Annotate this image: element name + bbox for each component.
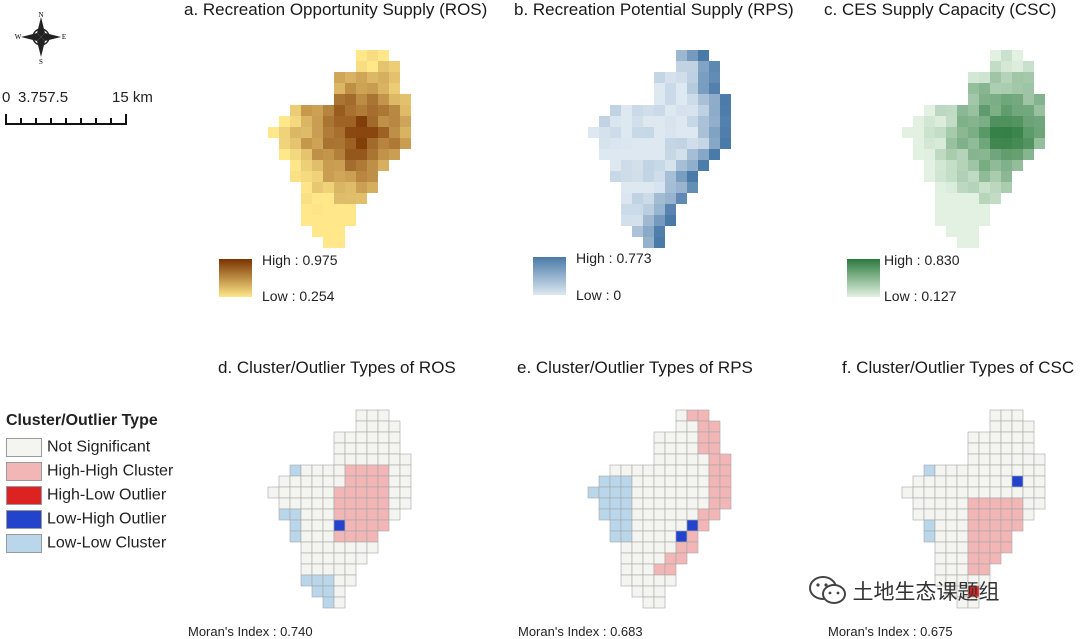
cluster-legend-item: Low-Low Cluster (6, 534, 206, 553)
map-ros (268, 50, 411, 248)
cluster-legend: Cluster/Outlier Type Not Significant High… (6, 412, 206, 553)
watermark-text: 土地生态课题组 (852, 580, 1000, 604)
legend-rps-low: Low : 0 (576, 287, 622, 303)
moran-rps: Moran's Index : 0.683 (518, 624, 643, 639)
scale-bar (4, 112, 128, 128)
legend-csc-ramp (847, 259, 880, 297)
legend-csc-low: Low : 0.127 (884, 288, 957, 304)
map-rps (588, 50, 731, 248)
legend-ros-low: Low : 0.254 (262, 288, 335, 304)
map-cluster-rps (587, 409, 732, 609)
cluster-legend-title: Cluster/Outlier Type (6, 412, 158, 429)
legend-ros-high: High : 0.975 (262, 252, 338, 268)
panel-f-title: f. Cluster/Outlier Types of CSC (842, 358, 1075, 377)
cluster-legend-label: Low-High Outlier (47, 510, 167, 528)
north-arrow: N S E W (12, 8, 70, 66)
cluster-legend-item: Not Significant (6, 438, 206, 457)
cluster-legend-swatch (6, 486, 42, 505)
cluster-legend-label: High-High Cluster (47, 462, 174, 480)
compass-n: N (38, 11, 43, 19)
wechat-icon (809, 576, 846, 604)
map-cluster-csc (901, 409, 1046, 609)
legend-csc-high: High : 0.830 (884, 252, 960, 268)
cluster-legend-swatch (6, 534, 42, 553)
legend-rps-high: High : 0.773 (576, 250, 652, 266)
legend-ros-ramp (219, 259, 252, 297)
cluster-legend-swatch (6, 438, 42, 457)
moran-csc: Moran's Index : 0.675 (828, 624, 953, 639)
legend-rps-ramp (533, 257, 566, 295)
cluster-legend-item: High-Low Outlier (6, 486, 206, 505)
cluster-legend-label: Not Significant (47, 438, 151, 456)
cluster-legend-swatch (6, 510, 42, 529)
scale-label-end: 15 km (112, 89, 153, 106)
watermark: 土地生态课题组 (808, 574, 999, 608)
panel-d-title: d. Cluster/Outlier Types of ROS (218, 358, 456, 377)
cluster-legend-label: Low-Low Cluster (47, 534, 167, 552)
cluster-legend-label: High-Low Outlier (47, 486, 167, 504)
cluster-legend-swatch (6, 462, 42, 481)
moran-ros: Moran's Index : 0.740 (188, 624, 313, 639)
panel-c-title: c. CES Supply Capacity (CSC) (824, 0, 1057, 19)
scale-label-0: 0 (2, 89, 11, 106)
compass-icon: N S E W (15, 11, 66, 66)
map-cluster-ros (267, 409, 412, 609)
panel-e-title: e. Cluster/Outlier Types of RPS (517, 358, 753, 377)
compass-e: E (62, 33, 66, 41)
panel-b-title: b. Recreation Potential Supply (RPS) (514, 0, 794, 19)
scale-label-mid: 3.757.5 (18, 89, 69, 106)
compass-s: S (39, 58, 43, 66)
map-csc (902, 50, 1045, 248)
compass-w: W (15, 33, 22, 41)
panel-a-title: a. Recreation Opportunity Supply (ROS) (184, 0, 488, 19)
cluster-legend-item: High-High Cluster (6, 462, 206, 481)
cluster-legend-item: Low-High Outlier (6, 510, 206, 529)
